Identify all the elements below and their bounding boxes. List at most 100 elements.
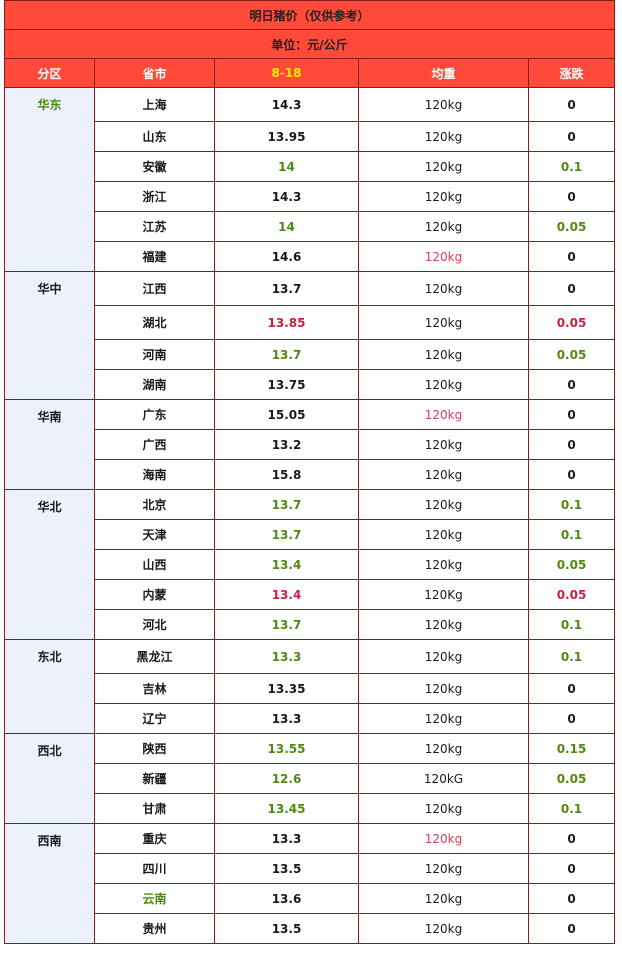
- change-cell: 0: [528, 241, 615, 272]
- table-row: 山西 13.4 120kg 0.05: [5, 549, 615, 580]
- change-cell: 0: [528, 429, 615, 460]
- province-cell: 重庆: [94, 823, 215, 854]
- province-cell: 广东: [94, 399, 215, 430]
- change-cell: 0: [528, 271, 615, 306]
- table-row: 天津 13.7 120kg 0.1: [5, 519, 615, 550]
- table-row: 东北 黑龙江 13.3 120kg 0.1: [4, 639, 615, 734]
- table-row: 云南 13.6 120kg 0: [5, 883, 615, 914]
- price-cell: 13.45: [214, 793, 359, 824]
- price-cell: 13.3: [214, 639, 359, 674]
- table-row: 湖北 13.85 120kg 0.05: [5, 305, 615, 340]
- change-cell: 0.15: [528, 733, 615, 764]
- table-row: 新疆 12.6 120kG 0.05: [5, 763, 615, 794]
- col-header-region: 分区: [4, 58, 95, 88]
- province-cell: 北京: [94, 489, 215, 520]
- col-header-weight: 均重: [358, 58, 529, 88]
- region-cell: 东北: [4, 639, 95, 734]
- price-cell: 13.75: [214, 369, 359, 400]
- col-header-province: 省市: [94, 58, 215, 88]
- weight-cell: 120Kg: [358, 579, 529, 610]
- change-cell: 0.1: [528, 793, 615, 824]
- weight-cell: 120kg: [358, 369, 529, 400]
- region-cell: 西南: [4, 823, 95, 944]
- province-cell: 上海: [94, 87, 215, 122]
- table-row: 华东 上海 14.3 120kg 0: [4, 87, 615, 272]
- weight-cell: 120kg: [358, 703, 529, 734]
- price-cell: 14.3: [214, 181, 359, 212]
- weight-cell: 120kg: [358, 271, 529, 306]
- price-cell: 12.6: [214, 763, 359, 794]
- price-cell: 15.8: [214, 459, 359, 490]
- price-cell: 13.55: [214, 733, 359, 764]
- region-cell: 华中: [4, 271, 95, 400]
- province-cell: 湖北: [94, 305, 215, 340]
- table-row: 甘肃 13.45 120kg 0.1: [5, 793, 615, 824]
- table-row: 贵州 13.5 120kg 0: [5, 913, 615, 944]
- province-cell: 福建: [94, 241, 215, 272]
- change-cell: 0.1: [528, 609, 615, 640]
- change-cell: 0: [528, 181, 615, 212]
- price-cell: 14.6: [214, 241, 359, 272]
- weight-cell: 120kg: [358, 639, 529, 674]
- table-row: 吉林 13.35 120kg 0: [5, 673, 615, 704]
- province-cell: 江苏: [94, 211, 215, 242]
- weight-cell: 120kg: [358, 673, 529, 704]
- weight-cell: 120kg: [358, 733, 529, 764]
- province-cell: 新疆: [94, 763, 215, 794]
- weight-cell: 120kg: [358, 489, 529, 520]
- price-cell: 13.5: [214, 913, 359, 944]
- price-cell: 14.3: [214, 87, 359, 122]
- weight-cell: 120kg: [358, 519, 529, 550]
- table-row: 安徽 14 120kg 0.1: [5, 151, 615, 182]
- change-cell: 0: [528, 369, 615, 400]
- weight-cell: 120kg: [358, 151, 529, 182]
- price-cell: 13.95: [214, 121, 359, 152]
- province-cell: 贵州: [94, 913, 215, 944]
- table-row: 海南 15.8 120kg 0: [5, 459, 615, 490]
- price-cell: 13.7: [214, 519, 359, 550]
- table-row: 华中 江西 13.7 120kg 0: [4, 271, 615, 400]
- province-cell: 陕西: [94, 733, 215, 764]
- price-table-container: 明日猪价（仅供参考） 单位：元/公斤 分区 省市 8-18 均重 涨跌 华东 上海…: [4, 0, 615, 944]
- table-row: 辽宁 13.3 120kg 0: [5, 703, 615, 734]
- weight-cell: 120kg: [358, 549, 529, 580]
- price-cell: 13.3: [214, 703, 359, 734]
- weight-cell: 120kg: [358, 211, 529, 242]
- change-cell: 0.05: [528, 579, 615, 610]
- province-cell: 四川: [94, 853, 215, 884]
- col-header-change: 涨跌: [528, 58, 615, 88]
- weight-cell: 120kg: [358, 121, 529, 152]
- table-row: 福建 14.6 120kg 0: [5, 241, 615, 272]
- table-row: 湖南 13.75 120kg 0: [5, 369, 615, 400]
- weight-cell: 120kg: [358, 459, 529, 490]
- province-cell: 江西: [94, 271, 215, 306]
- province-cell: 辽宁: [94, 703, 215, 734]
- change-cell: 0: [528, 87, 615, 122]
- province-cell: 广西: [94, 429, 215, 460]
- province-cell: 山西: [94, 549, 215, 580]
- table-row: 华南 广东 15.05 120kg 0: [4, 399, 615, 490]
- table-title: 明日猪价（仅供参考）: [4, 0, 615, 30]
- title-row: 明日猪价（仅供参考）: [4, 0, 615, 30]
- change-cell: 0.05: [528, 339, 615, 370]
- price-cell: 13.7: [214, 271, 359, 306]
- price-cell: 13.6: [214, 883, 359, 914]
- weight-cell: 120kg: [358, 853, 529, 884]
- change-cell: 0: [528, 459, 615, 490]
- weight-cell: 120kg: [358, 793, 529, 824]
- change-cell: 0.1: [528, 519, 615, 550]
- change-cell: 0: [528, 883, 615, 914]
- province-cell: 海南: [94, 459, 215, 490]
- table-row: 四川 13.5 120kg 0: [5, 853, 615, 884]
- table-row: 河北 13.7 120kg 0.1: [5, 609, 615, 640]
- change-cell: 0: [528, 673, 615, 704]
- change-cell: 0: [528, 853, 615, 884]
- price-cell: 13.7: [214, 339, 359, 370]
- unit-label: 单位：元/公斤: [4, 29, 615, 59]
- region-cell: 西北: [4, 733, 95, 824]
- province-cell: 天津: [94, 519, 215, 550]
- weight-cell: 120kg: [358, 823, 529, 854]
- weight-cell: 120kg: [358, 399, 529, 430]
- table-row: 华北 北京 13.7 120kg 0.1: [4, 489, 615, 640]
- weight-cell: 120kG: [358, 763, 529, 794]
